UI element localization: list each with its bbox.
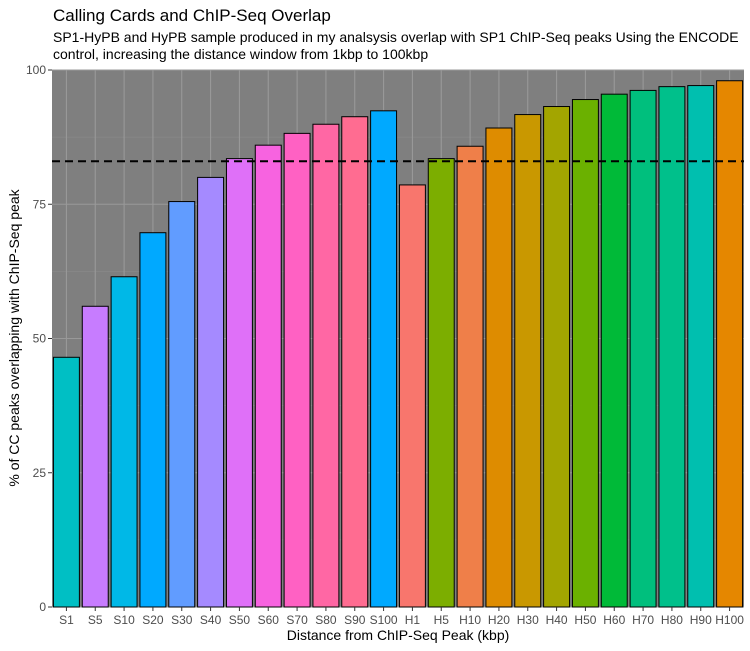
x-tick-label: S10	[113, 613, 135, 627]
y-tick-label: 100	[26, 63, 46, 77]
x-axis-title: Distance from ChIP-Seq Peak (kbp)	[287, 627, 510, 643]
x-tick-label: S60	[258, 613, 280, 627]
chart-title: Calling Cards and ChIP-Seq Overlap	[53, 6, 331, 25]
bar-h40	[543, 106, 571, 608]
x-tick-label: S90	[344, 613, 366, 627]
x-tick-label: H60	[603, 613, 625, 627]
x-tick-label: S1	[59, 613, 74, 627]
x-tick-label: H5	[434, 613, 450, 627]
x-axis: S1 S5 S10 S20 S30 S40 S50 S60 S70 S80 S90 S100 H1 H5 H…	[59, 607, 744, 627]
x-tick-label: H1	[405, 613, 421, 627]
x-tick-label: H20	[488, 613, 510, 627]
x-tick-label: S80	[315, 613, 337, 627]
bar-s80	[312, 123, 340, 608]
bar-s1	[52, 356, 80, 608]
y-tick-label: 0	[39, 600, 46, 614]
bar-h80	[658, 86, 686, 608]
bar-s50	[225, 158, 253, 608]
bar-s100	[370, 110, 398, 608]
x-tick-label: S50	[229, 613, 251, 627]
bar-s60	[254, 144, 282, 608]
bar-h20	[485, 127, 513, 608]
x-tick-label: H70	[632, 613, 654, 627]
bars	[52, 80, 744, 608]
bar-h1	[398, 184, 426, 608]
bar-h5	[427, 158, 455, 608]
bar-h90	[687, 85, 715, 608]
x-tick-label: S70	[286, 613, 308, 627]
x-tick-label: H90	[690, 613, 712, 627]
bar-h100	[716, 80, 744, 608]
x-tick-label: S20	[142, 613, 164, 627]
y-tick-label: 25	[33, 466, 47, 480]
bar-s5	[81, 305, 109, 608]
x-tick-label: H10	[459, 613, 481, 627]
bar-s40	[197, 176, 225, 608]
chart-subtitle: SP1-HyPB and HyPB sample produced in my …	[53, 29, 739, 62]
x-tick-label: S5	[88, 613, 103, 627]
bar-h60	[600, 93, 628, 608]
bar-s70	[283, 132, 311, 608]
y-tick-label: 50	[33, 332, 47, 346]
bar-s10	[110, 276, 138, 608]
y-axis-title: % of CC peaks overlapping with ChIP-Seq …	[6, 188, 22, 486]
x-tick-label: S100	[370, 613, 398, 627]
y-axis: 0 25 50 75 100	[26, 63, 52, 614]
x-tick-label: H50	[574, 613, 596, 627]
x-tick-label: H100	[715, 613, 744, 627]
x-tick-label: S30	[171, 613, 193, 627]
bar-h70	[629, 89, 657, 608]
bar-s30	[168, 201, 196, 608]
bar-s90	[341, 116, 369, 608]
x-tick-label: S40	[200, 613, 222, 627]
x-tick-label: H30	[517, 613, 539, 627]
x-tick-label: H80	[661, 613, 683, 627]
x-tick-label: H40	[546, 613, 568, 627]
bar-h30	[514, 114, 542, 608]
bar-s20	[139, 232, 167, 608]
y-tick-label: 75	[33, 197, 47, 211]
bar-h10	[456, 145, 484, 608]
bar-h50	[571, 99, 599, 608]
